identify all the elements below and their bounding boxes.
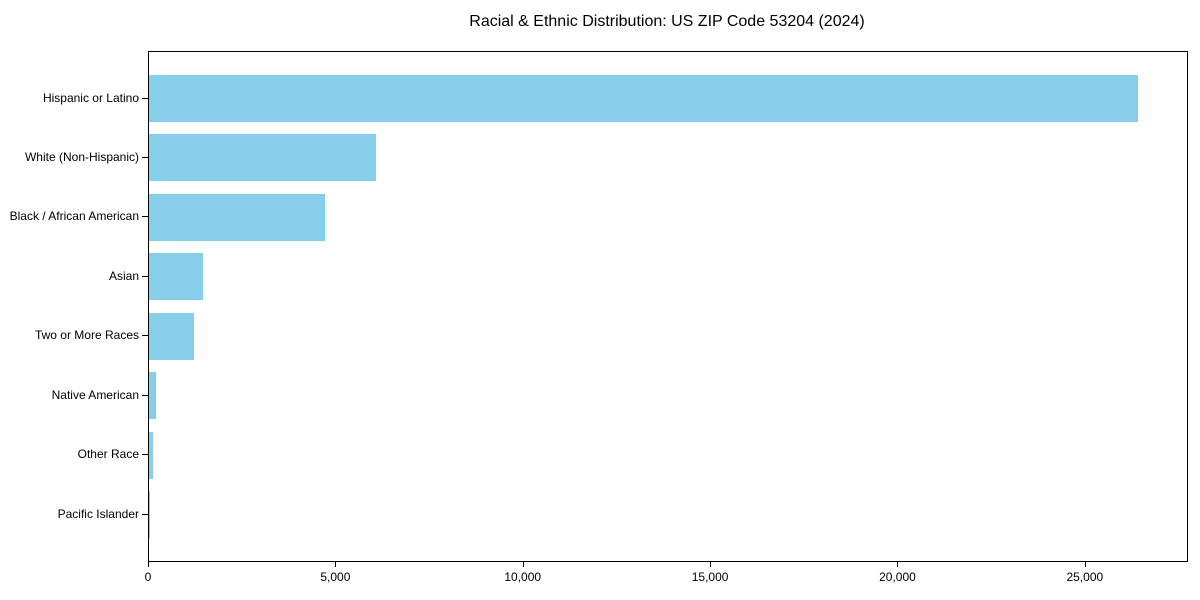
y-tick-mark [142,394,148,396]
x-tick-label-0: 0 [144,570,152,584]
x-tick-label-10-000: 10,000 [504,570,542,584]
x-tick-label-25-000: 25,000 [1066,570,1104,584]
y-tick-mark [142,454,148,456]
bar-other-race [149,431,153,479]
y-axis-label-white-non-hispanic: White (Non-Hispanic) [24,149,139,164]
plot-area [148,51,1188,562]
x-tick-mark [522,562,524,567]
y-axis-label-two-or-more-races: Two or More Races [34,328,139,343]
y-axis-label-hispanic-or-latino: Hispanic or Latino [42,90,139,105]
bar-hispanic-or-latino [149,75,1139,122]
y-tick-mark [142,513,148,515]
x-tick-label-15-000: 15,000 [691,570,729,584]
y-axis-label-asian: Asian [108,268,139,283]
bar-black-african-american [149,193,326,241]
y-tick-mark [142,97,148,99]
x-tick-mark [148,562,149,567]
x-tick-label-20-000: 20,000 [879,570,916,584]
x-tick-mark [335,562,337,567]
x-tick-mark [1084,562,1086,567]
y-tick-mark [142,335,148,337]
y-tick-mark [142,216,148,218]
bar-two-or-more-races [149,312,194,360]
x-tick-label-5-000: 5,000 [320,570,351,584]
y-axis-label-pacific-islander: Pacific Islander [57,506,139,521]
y-axis-label-black-african-american: Black / African American [9,209,139,224]
bar-white-non-hispanic [149,134,376,182]
y-axis-label-native-american: Native American [51,387,139,402]
bar-asian [149,253,204,301]
bar-native-american [149,372,156,420]
y-axis-label-other-race: Other Race [77,447,139,462]
x-tick-mark [897,562,899,567]
chart-title: Racial & Ethnic Distribution: US ZIP Cod… [469,13,865,30]
y-tick-mark [142,156,148,158]
x-tick-mark [710,562,712,567]
y-tick-mark [142,275,148,277]
